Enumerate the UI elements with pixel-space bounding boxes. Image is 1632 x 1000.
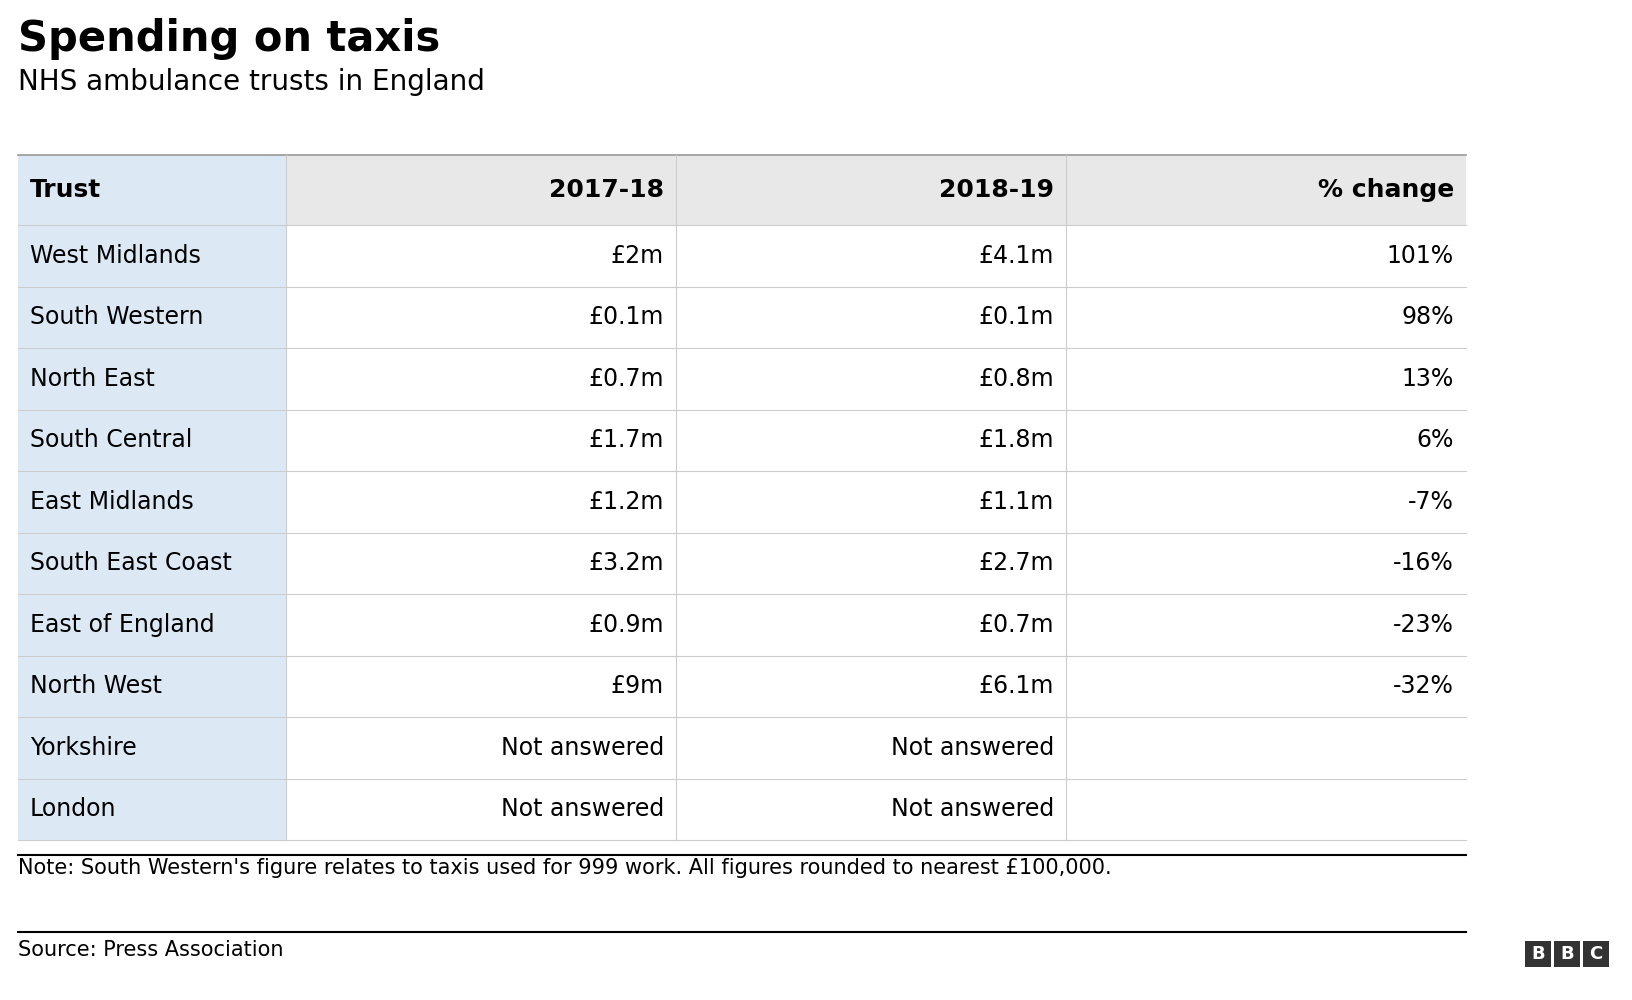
Text: East Midlands: East Midlands [29,490,194,514]
Text: B: B [1531,945,1546,963]
Bar [18,155,286,225]
Text: £3.2m: £3.2m [589,551,664,575]
Bar [1524,941,1550,967]
Bar [18,471,286,532]
Text: £2m: £2m [610,244,664,268]
Text: £1.1m: £1.1m [979,490,1054,514]
Text: South East Coast: South East Coast [29,551,232,575]
Text: Spending on taxis: Spending on taxis [18,18,441,60]
Text: £9m: £9m [610,674,664,698]
Text: Yorkshire: Yorkshire [29,736,137,760]
Bar [286,594,1466,656]
Text: 6%: 6% [1417,428,1454,452]
Text: South Western: South Western [29,305,204,329]
Bar [286,348,1466,410]
Bar [18,656,286,717]
Text: £0.8m: £0.8m [978,367,1054,391]
Bar [286,778,1466,840]
Bar [286,656,1466,717]
Text: -16%: -16% [1394,551,1454,575]
Bar [286,717,1466,778]
Text: 13%: 13% [1402,367,1454,391]
Text: South Central: South Central [29,428,193,452]
Text: £1.8m: £1.8m [979,428,1054,452]
Text: £4.1m: £4.1m [979,244,1054,268]
Bar [18,778,286,840]
Text: -32%: -32% [1394,674,1454,698]
Bar [18,225,286,286]
Text: £6.1m: £6.1m [979,674,1054,698]
Text: Not answered: Not answered [501,797,664,821]
Bar [18,410,286,471]
Text: London: London [29,797,116,821]
Text: £0.1m: £0.1m [589,305,664,329]
Text: 2018-19: 2018-19 [938,178,1054,202]
Text: -23%: -23% [1394,613,1454,637]
Text: £0.7m: £0.7m [979,613,1054,637]
Text: Trust: Trust [29,178,101,202]
Text: 98%: 98% [1402,305,1454,329]
Text: Source: Press Association: Source: Press Association [18,940,284,960]
Text: 101%: 101% [1387,244,1454,268]
Text: North East: North East [29,367,155,391]
Text: -7%: -7% [1408,490,1454,514]
Text: £0.1m: £0.1m [979,305,1054,329]
Bar [18,532,286,594]
Text: 2017-18: 2017-18 [548,178,664,202]
Bar [1554,941,1580,967]
Text: Not answered: Not answered [891,736,1054,760]
Text: West Midlands: West Midlands [29,244,201,268]
Bar [1583,941,1609,967]
Text: £1.7m: £1.7m [589,428,664,452]
Text: £0.7m: £0.7m [589,367,664,391]
Text: NHS ambulance trusts in England: NHS ambulance trusts in England [18,68,485,96]
Text: North West: North West [29,674,162,698]
Bar [286,532,1466,594]
Text: £1.2m: £1.2m [589,490,664,514]
Bar [18,155,1466,225]
Bar [18,594,286,656]
Bar [18,286,286,348]
Text: East of England: East of England [29,613,215,637]
Text: Note: South Western's figure relates to taxis used for 999 work. All figures rou: Note: South Western's figure relates to … [18,858,1111,878]
Text: C: C [1590,945,1603,963]
Text: % change: % change [1317,178,1454,202]
Text: £0.9m: £0.9m [589,613,664,637]
Bar [18,717,286,778]
Bar [18,348,286,410]
Bar [286,410,1466,471]
Text: Not answered: Not answered [501,736,664,760]
Bar [286,286,1466,348]
Text: £2.7m: £2.7m [979,551,1054,575]
Text: Not answered: Not answered [891,797,1054,821]
Text: B: B [1560,945,1573,963]
Bar [286,225,1466,286]
Bar [286,471,1466,532]
